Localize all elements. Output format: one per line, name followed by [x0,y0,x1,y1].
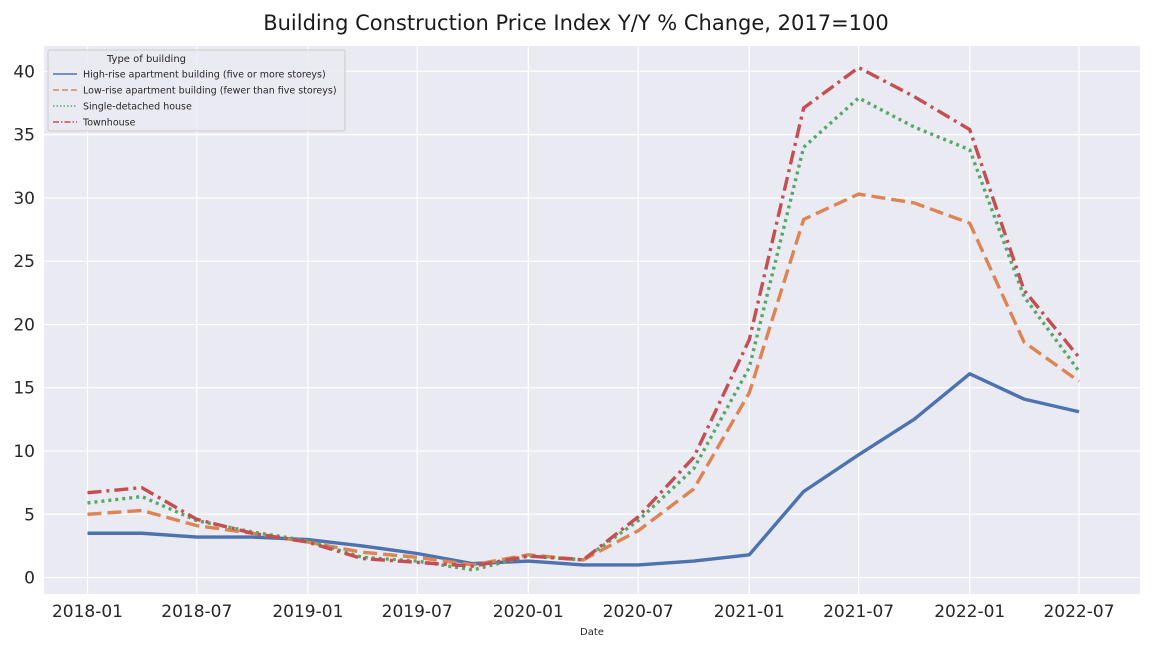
x-tick-label: 2018-07 [161,602,232,622]
legend-entry: Single-detached house [83,102,192,113]
legend-entry: Low-rise apartment building (fewer than … [83,86,337,97]
x-tick-label: 2021-07 [823,602,894,622]
y-tick-label: 25 [13,252,35,272]
chart-title: Building Construction Price Index Y/Y % … [263,11,889,35]
x-axis-label: Date [580,627,604,638]
legend-entry: High-rise apartment building (five or mo… [83,70,326,81]
y-tick-label: 0 [24,569,35,589]
y-tick-label: 10 [13,442,35,462]
plot-area: 0 5 10 15 20 25 30 35 40 2018-01 2018-07 2019-01 201… [13,46,1140,622]
legend: Type of building High-rise apartment buil… [47,49,346,132]
plot-background [44,46,1140,594]
x-tick-label: 2018-01 [52,602,123,622]
x-tick-label: 2021-01 [714,602,785,622]
y-tick-label: 15 [13,379,35,399]
y-tick-label: 5 [24,505,35,525]
x-tick-label: 2022-07 [1043,602,1114,622]
x-tick-label: 2019-07 [382,602,453,622]
series-line-1 [87,372,1080,567]
y-tick-label: 20 [13,315,35,335]
x-tick-label: 2019-01 [272,602,343,622]
x-tick-label: 2020-07 [603,602,674,622]
y-tick-label: 35 [13,126,35,146]
x-tick-label: 2020-01 [493,602,564,622]
legend-entry: Townhouse [82,118,136,129]
legend-box [47,49,346,132]
y-tick-label: 40 [13,62,35,82]
series-line-4 [87,65,1081,568]
legend-title: Type of building [106,54,186,65]
x-tick-label: 2022-01 [934,602,1005,622]
y-tick-label: 30 [13,189,35,209]
